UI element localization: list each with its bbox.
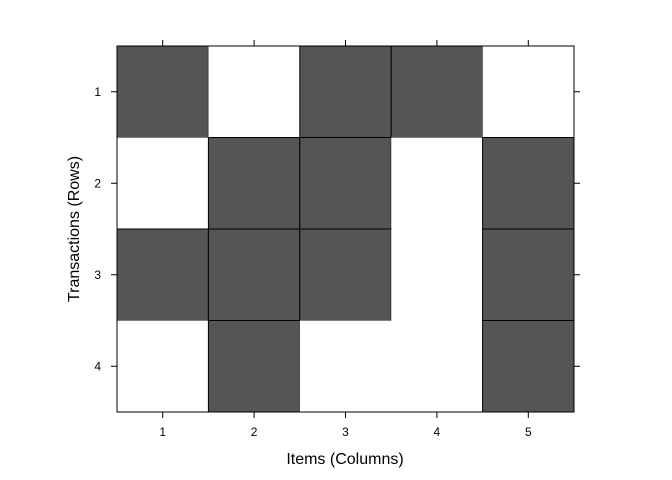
matrix-cells	[116, 45, 575, 413]
x-tick-label-4: 4	[434, 425, 441, 439]
cell-r2-c2	[207, 137, 301, 230]
cell-r3-c1	[116, 228, 209, 321]
x-tick-label-3: 3	[342, 425, 349, 439]
cell-r4-c2	[207, 320, 301, 413]
y-tick-label-3: 3	[94, 268, 101, 282]
cell-r4-c3	[299, 320, 392, 412]
x-tick-label-2: 2	[251, 425, 258, 439]
cell-r3-c2	[207, 228, 301, 321]
y-tick-label-2: 2	[94, 176, 101, 190]
x-axis-title: Items (Columns)	[286, 451, 403, 468]
cell-r2-c4	[391, 137, 483, 229]
cell-r3-c4	[391, 229, 483, 321]
cell-r2-c1	[117, 137, 209, 229]
y-tick-label-1: 1	[94, 85, 101, 99]
cell-r1-c4	[390, 45, 484, 138]
x-axis-ticks: 1 2 3 4 5	[159, 40, 532, 439]
x-tick-label-1: 1	[159, 425, 166, 439]
y-axis-ticks: 1 2 3 4	[94, 85, 580, 373]
cell-r2-c5	[482, 137, 575, 230]
x-tick-label-5: 5	[525, 425, 532, 439]
cell-r3-c3	[299, 228, 392, 321]
cell-r4-c4	[391, 320, 483, 412]
cell-r3-c5	[482, 228, 575, 321]
cell-r4-c5	[482, 320, 575, 413]
y-tick-label-4: 4	[94, 359, 101, 373]
cell-r1-c3	[299, 45, 392, 138]
cell-r4-c1	[117, 320, 209, 412]
cell-r2-c3	[299, 137, 392, 230]
cell-r1-c5	[482, 46, 574, 138]
cell-r1-c1	[116, 45, 209, 138]
y-axis-title: Transactions (Rows)	[66, 156, 83, 302]
cell-r1-c2	[208, 46, 300, 138]
